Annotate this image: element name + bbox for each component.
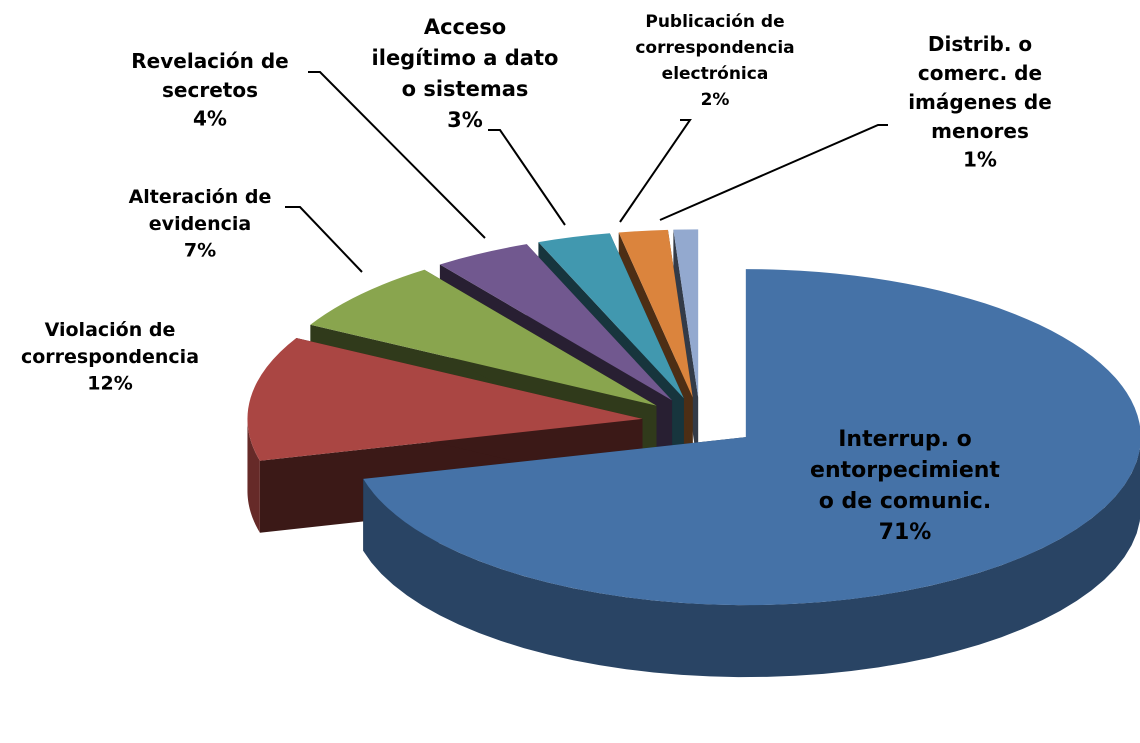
leader-line [285,206,363,273]
slice-label: Distrib. o comerc. de imágenes de menores [908,32,1052,143]
leader-line [659,124,888,221]
slice [310,269,657,406]
slice-label: Revelación de secretos [131,49,288,102]
slice-label: Acceso ilegítimo a dato o sistemas [372,15,559,101]
leader-line [619,119,692,223]
slice-label: Publicación de correspondencia electrónica [635,12,794,84]
value-label: 71% [879,520,932,545]
slice-label: Violación de correspondencia [21,319,199,368]
slice-wall [247,418,260,533]
value-label: 3% [447,108,483,132]
slice [439,244,673,401]
slice [247,337,643,461]
slice [618,229,693,398]
value-label: 2% [701,90,730,110]
value-label: 1% [963,148,997,172]
value-label: 7% [184,240,216,262]
value-label: 12% [87,373,132,395]
slice [538,233,684,399]
slice [363,269,1140,606]
slice [673,229,699,398]
value-label: 4% [193,107,227,131]
slice-label: Alteración de evidencia [129,186,272,235]
slice-wall [363,446,1140,678]
slice-label: Interrup. o entorpecimient o de comunic. [810,427,1000,514]
leader-line [488,129,566,226]
leader-line [308,71,486,239]
